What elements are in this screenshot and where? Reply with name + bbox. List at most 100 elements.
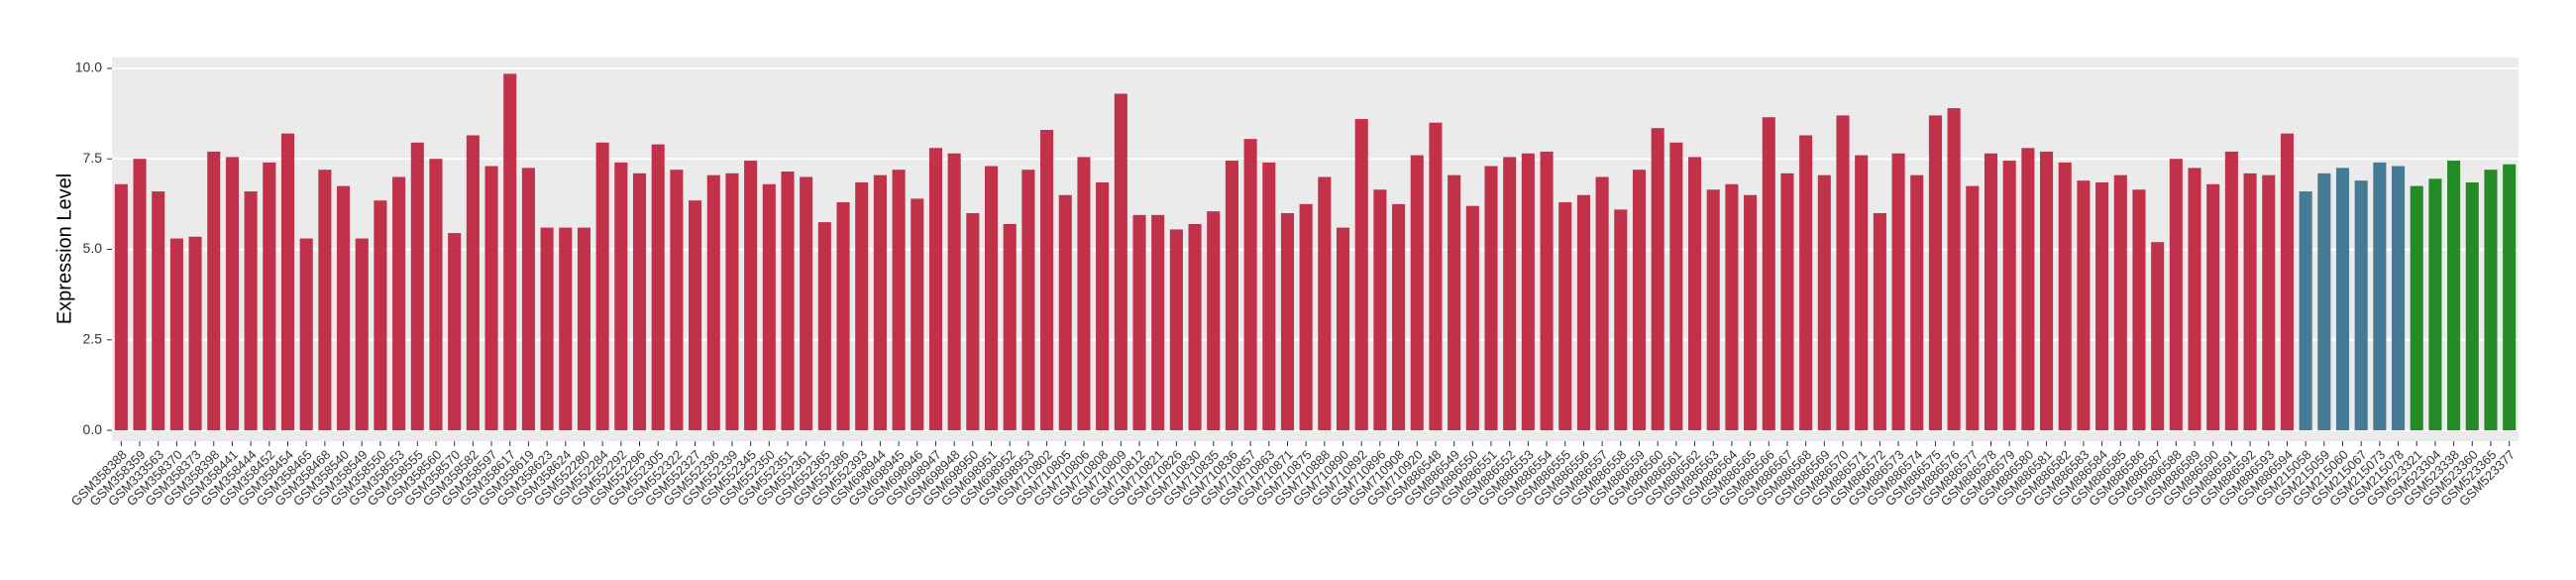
- bar: [1780, 173, 1794, 431]
- bar: [1262, 162, 1276, 431]
- bar: [280, 133, 295, 431]
- bar: [2021, 148, 2035, 431]
- bar: [2188, 168, 2201, 431]
- bar: [1465, 205, 1479, 431]
- bar: [1336, 227, 1350, 431]
- bar: [392, 176, 406, 431]
- bar: [2058, 162, 2072, 431]
- bar: [762, 183, 776, 431]
- bar: [2484, 170, 2498, 431]
- bar: [2040, 151, 2054, 431]
- y-tick-label: 2.5: [83, 330, 103, 346]
- bar: [836, 202, 850, 431]
- bar: [1225, 161, 1238, 431]
- bar: [1169, 229, 1183, 431]
- bar: [133, 159, 147, 431]
- bar: [2428, 178, 2442, 431]
- bar: [595, 142, 609, 431]
- bar: [1318, 176, 1332, 431]
- bar: [429, 159, 443, 431]
- bar: [374, 200, 387, 431]
- bar: [873, 174, 887, 431]
- bar: [632, 173, 647, 431]
- bar: [1855, 155, 1869, 431]
- bar: [466, 135, 480, 431]
- y-tick-label: 0.0: [83, 421, 103, 437]
- bar: [2113, 174, 2127, 431]
- bar: [448, 233, 462, 431]
- bar: [651, 144, 665, 431]
- bar: [1873, 212, 1886, 431]
- bar: [1928, 115, 1942, 431]
- bar: [1632, 170, 1647, 431]
- bar: [1576, 194, 1590, 431]
- bar: [244, 191, 258, 431]
- bar: [1817, 174, 1831, 431]
- bar: [410, 142, 424, 431]
- bar: [2392, 166, 2406, 431]
- bar: [1151, 214, 1165, 431]
- bar: [1280, 212, 1295, 431]
- bar: [2095, 181, 2109, 431]
- bar: [114, 183, 128, 431]
- bar: [540, 227, 554, 431]
- bar: [1558, 202, 1572, 431]
- bar: [2354, 180, 2368, 431]
- bar: [263, 162, 276, 431]
- bar: [2465, 181, 2479, 431]
- bar: [484, 166, 498, 431]
- bar: [503, 73, 517, 431]
- bar: [2169, 159, 2183, 431]
- bar: [2002, 161, 2016, 431]
- bar: [1836, 115, 1850, 431]
- bar: [1595, 176, 1609, 431]
- bar: [1243, 139, 1257, 431]
- bar: [1725, 183, 1739, 431]
- bar: [1373, 189, 1387, 431]
- bar: [614, 162, 628, 431]
- bar: [966, 212, 980, 431]
- bar: [337, 185, 351, 431]
- bar: [1484, 166, 1498, 431]
- bar: [1392, 203, 1406, 431]
- bar: [2280, 133, 2294, 431]
- bar: [928, 148, 943, 431]
- bar: [2206, 183, 2220, 431]
- bar: [1687, 157, 1702, 431]
- bar: [725, 173, 739, 431]
- bar: [1744, 194, 1758, 431]
- y-tick-label: 5.0: [83, 240, 103, 256]
- bar: [1077, 157, 1091, 431]
- bar: [318, 170, 332, 431]
- bar: [169, 238, 183, 431]
- bar: [817, 222, 831, 431]
- bar: [1354, 119, 1368, 431]
- bar: [2335, 168, 2350, 431]
- bar: [207, 151, 221, 431]
- y-tick-label: 10.0: [75, 59, 102, 75]
- bar: [1891, 153, 1905, 431]
- bar: [577, 227, 590, 431]
- bar: [1984, 153, 1998, 431]
- bar: [1762, 117, 1775, 431]
- bar: [2410, 185, 2423, 431]
- bar: [2224, 151, 2238, 431]
- bar: [892, 170, 906, 431]
- bar: [670, 170, 684, 431]
- bar: [689, 200, 702, 431]
- bar: [2503, 164, 2517, 431]
- bar: [1521, 153, 1535, 431]
- bar: [1429, 122, 1443, 431]
- bar: [1114, 93, 1127, 431]
- bar: [1540, 151, 1554, 431]
- bar: [1132, 214, 1146, 431]
- bar: [1040, 130, 1054, 431]
- bar: [1021, 170, 1035, 431]
- bar: [355, 238, 369, 431]
- bar: [1188, 223, 1202, 431]
- bar: [1910, 174, 1924, 431]
- bar: [1207, 211, 1221, 431]
- bar: [2077, 180, 2091, 431]
